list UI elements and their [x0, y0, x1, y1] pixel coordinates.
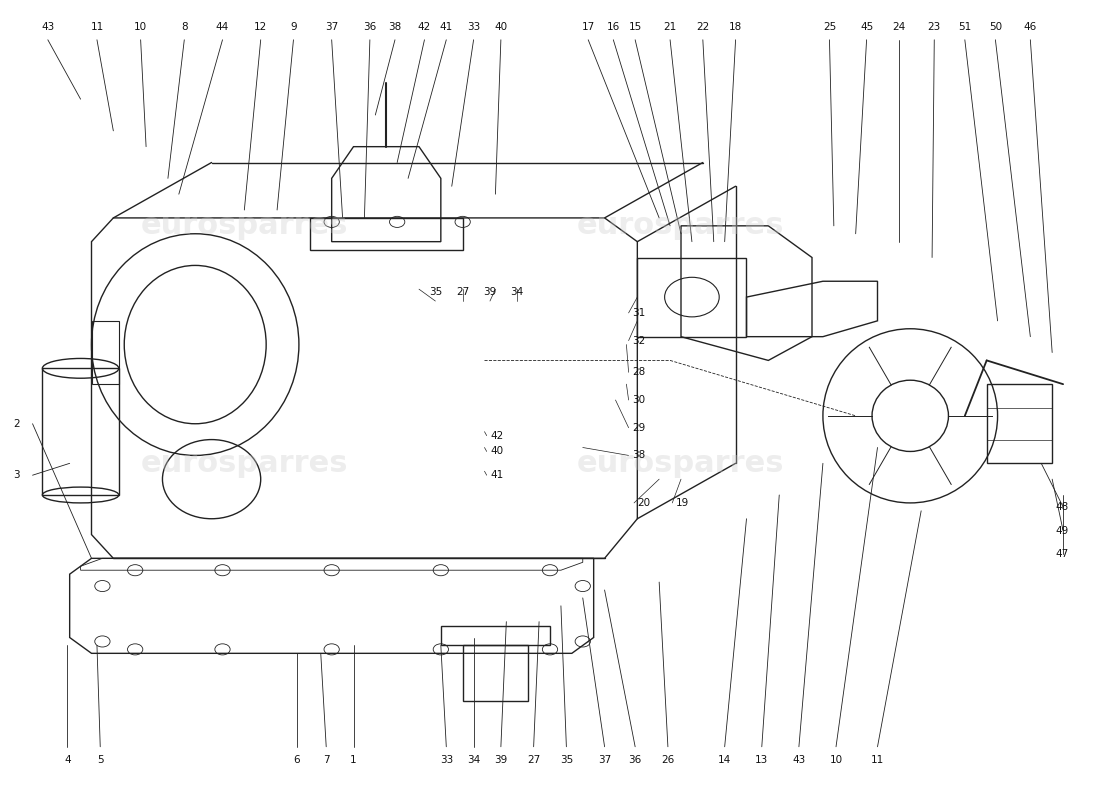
Text: 35: 35 [429, 287, 442, 297]
Text: 36: 36 [628, 754, 641, 765]
Text: eurosparres: eurosparres [578, 449, 784, 478]
Text: 39: 39 [483, 287, 496, 297]
Text: 45: 45 [860, 22, 873, 32]
Text: 37: 37 [324, 22, 339, 32]
Text: 19: 19 [675, 498, 689, 508]
Text: 17: 17 [582, 22, 595, 32]
Text: 10: 10 [829, 754, 843, 765]
Text: 38: 38 [388, 22, 401, 32]
Text: 16: 16 [607, 22, 620, 32]
Text: 36: 36 [363, 22, 376, 32]
Text: 39: 39 [494, 754, 507, 765]
Text: 4: 4 [64, 754, 70, 765]
Text: 22: 22 [696, 22, 710, 32]
Text: 40: 40 [490, 446, 503, 457]
Bar [310, 218, 463, 250]
Text: 8: 8 [182, 22, 188, 32]
Text: 27: 27 [527, 754, 540, 765]
Bar [987, 384, 1053, 463]
Text: 40: 40 [494, 22, 507, 32]
Text: 3: 3 [13, 470, 20, 480]
Text: 43: 43 [41, 22, 55, 32]
Text: 33: 33 [440, 754, 453, 765]
Text: 41: 41 [490, 470, 503, 480]
Text: 12: 12 [254, 22, 267, 32]
Text: 25: 25 [823, 22, 836, 32]
Text: 51: 51 [958, 22, 971, 32]
Text: 32: 32 [631, 336, 645, 346]
Text: 38: 38 [631, 450, 645, 461]
Text: 20: 20 [637, 498, 650, 508]
Text: 11: 11 [871, 754, 884, 765]
Text: eurosparres: eurosparres [141, 449, 348, 478]
Text: 31: 31 [631, 308, 645, 318]
Text: 14: 14 [718, 754, 732, 765]
Text: eurosparres: eurosparres [141, 211, 348, 240]
Text: 47: 47 [1055, 550, 1068, 559]
Text: 46: 46 [1024, 22, 1037, 32]
Text: 34: 34 [468, 754, 481, 765]
Text: 41: 41 [440, 22, 453, 32]
Text: 30: 30 [631, 395, 645, 405]
Text: 5: 5 [97, 754, 103, 765]
Text: 34: 34 [510, 287, 524, 297]
Text: 9: 9 [290, 22, 297, 32]
Text: 27: 27 [456, 287, 470, 297]
Text: 28: 28 [631, 367, 645, 378]
Text: 50: 50 [989, 22, 1002, 32]
Text: 15: 15 [628, 22, 641, 32]
Text: 37: 37 [598, 754, 612, 765]
Bar [637, 258, 747, 337]
Text: 24: 24 [893, 22, 906, 32]
Text: 10: 10 [134, 22, 147, 32]
Text: 44: 44 [216, 22, 229, 32]
Bar [91, 321, 119, 384]
Text: eurosparres: eurosparres [578, 211, 784, 240]
Text: 43: 43 [792, 754, 805, 765]
Text: 2: 2 [13, 418, 20, 429]
Text: 48: 48 [1055, 502, 1068, 512]
Bar [463, 646, 528, 701]
Text: 42: 42 [418, 22, 431, 32]
Text: 29: 29 [631, 422, 645, 433]
Text: 1: 1 [350, 754, 356, 765]
Text: 18: 18 [729, 22, 743, 32]
Bar [441, 626, 550, 646]
Text: 42: 42 [490, 430, 503, 441]
Text: 13: 13 [756, 754, 769, 765]
Text: 21: 21 [663, 22, 676, 32]
Text: 7: 7 [323, 754, 330, 765]
Text: 49: 49 [1055, 526, 1068, 536]
Text: 23: 23 [927, 22, 940, 32]
Text: 26: 26 [661, 754, 674, 765]
Bar [43, 368, 119, 495]
Text: 33: 33 [468, 22, 481, 32]
Text: 6: 6 [294, 754, 300, 765]
Text: 35: 35 [560, 754, 573, 765]
Text: 11: 11 [90, 22, 103, 32]
